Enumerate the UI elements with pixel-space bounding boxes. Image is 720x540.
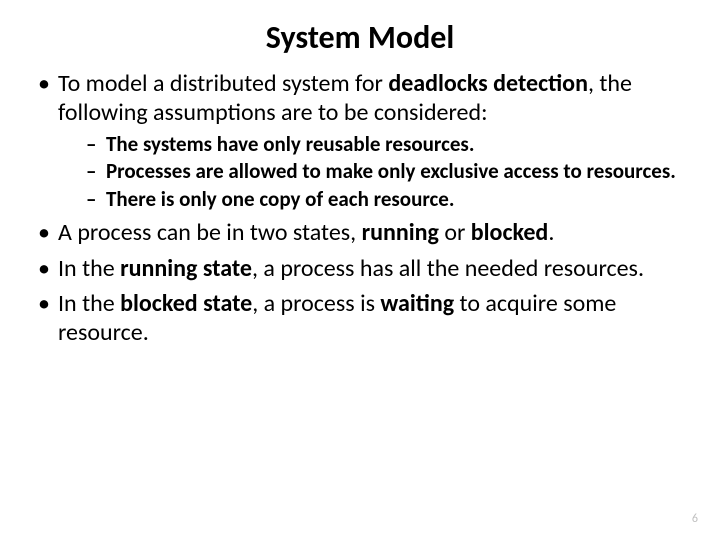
bullet-item-4: In the blocked state, a process is waiti… bbox=[32, 289, 688, 348]
text: To model a distributed system for bbox=[58, 69, 388, 98]
bullet-item-2: A process can be in two states, running … bbox=[32, 218, 688, 247]
text: In the bbox=[58, 289, 120, 318]
text: In the bbox=[58, 254, 120, 283]
text-bold: blocked bbox=[471, 218, 549, 247]
bullet-item-3: In the running state, a process has all … bbox=[32, 254, 688, 283]
slide: System Model To model a distributed syst… bbox=[0, 0, 720, 540]
text-bold: running bbox=[362, 218, 439, 247]
sub-bullet-item: The systems have only reusable resources… bbox=[84, 132, 688, 158]
text: , a process has all the needed resources… bbox=[252, 254, 644, 283]
slide-content: To model a distributed system for deadlo… bbox=[32, 57, 688, 347]
text-bold: deadlocks detection bbox=[388, 69, 588, 98]
page-number: 6 bbox=[692, 512, 698, 526]
bullet-item-1: To model a distributed system for deadlo… bbox=[32, 69, 688, 212]
text-bold: running state bbox=[120, 254, 252, 283]
sub-bullet-item: There is only one copy of each resource. bbox=[84, 187, 688, 213]
text-bold: blocked state bbox=[120, 289, 252, 318]
text: . bbox=[548, 218, 554, 247]
text-bold: waiting bbox=[380, 289, 454, 318]
sub-bullet-item: Processes are allowed to make only exclu… bbox=[84, 159, 688, 185]
sub-bullet-list: The systems have only reusable resources… bbox=[58, 132, 688, 213]
text: , a process is bbox=[252, 289, 380, 318]
slide-title: System Model bbox=[32, 18, 688, 57]
bullet-list: To model a distributed system for deadlo… bbox=[32, 69, 688, 347]
text: or bbox=[439, 218, 471, 247]
text: A process can be in two states, bbox=[58, 218, 362, 247]
